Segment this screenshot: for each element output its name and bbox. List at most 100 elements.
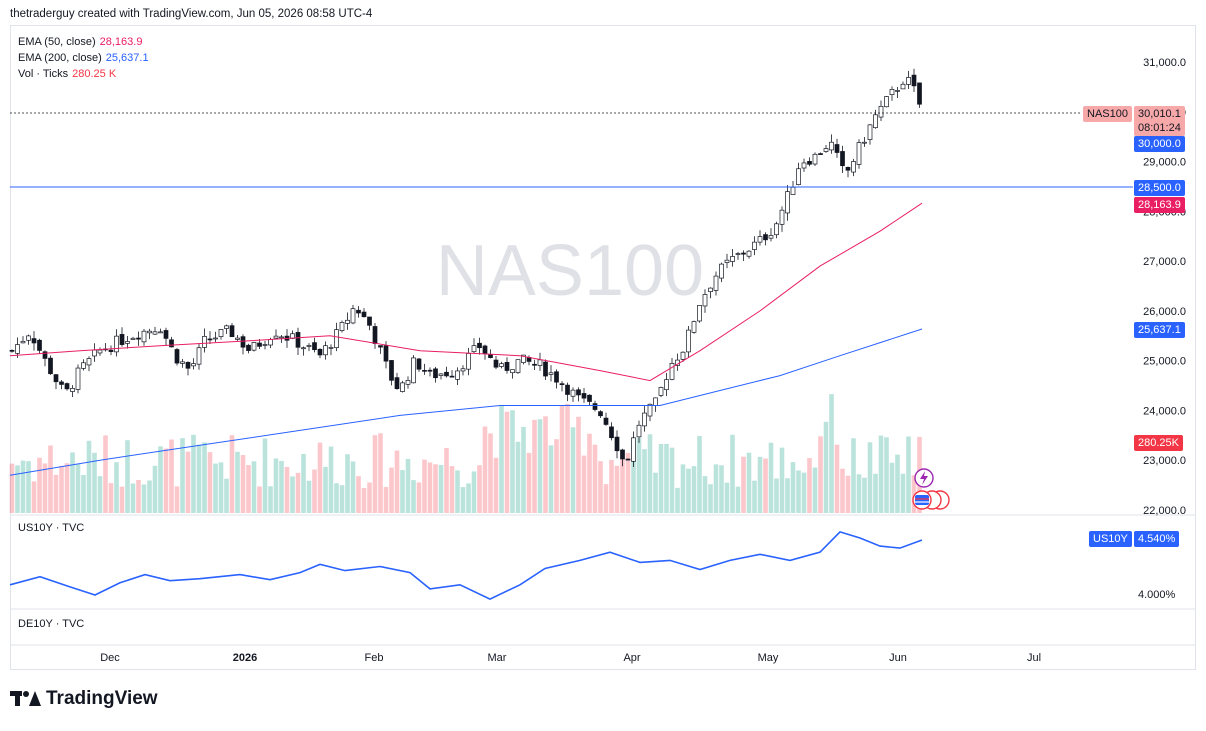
volume-bar [86,440,92,513]
candle-body [306,345,312,347]
volume-bar [97,476,103,513]
us10y-pane-label[interactable]: US10Y · TVC [18,522,85,534]
volume-bar [680,464,686,513]
volume-bar [125,440,130,513]
us10y-symbol-tag[interactable]: US10Y [1089,531,1132,547]
volume-bar [598,461,603,513]
volume-bar [169,439,174,513]
symbol-tag[interactable]: NAS100 [1083,106,1132,122]
candle-body [746,250,752,257]
candle-body [9,349,15,352]
candle-body [334,329,339,348]
price-tick-label: 23,000.0 [1143,455,1186,467]
candle-body [218,329,224,338]
candle-body [119,334,125,345]
volume-bar [114,462,119,513]
volume-bar [526,452,532,513]
volume-bar [636,438,642,513]
volume-bar [317,442,323,513]
time-tick-label: Apr [623,652,640,664]
volume-bar [130,483,136,513]
candle-body [889,89,895,96]
candle-body [389,360,394,381]
candle-body [493,359,499,368]
volume-bar [202,442,207,513]
candle-body [295,332,301,348]
legend-ema50-value: 28,163.9 [99,36,143,48]
volume-bar [488,433,493,513]
level-28500-tag[interactable]: 28,500.0 [1134,180,1185,196]
volume-bar [576,416,581,513]
legend-ema200-value: 25,637.1 [105,52,149,64]
candle-body [878,105,884,118]
candle-body [136,337,141,340]
candle-body [372,326,378,344]
legend-volume[interactable]: Vol · Ticks 280.25 K [18,68,117,80]
candle-body [554,371,559,383]
volume-bar [37,457,42,513]
candle-body [664,379,669,391]
candle-body [433,368,438,379]
volume-bar [763,458,768,513]
volume-bar [697,436,702,513]
volume-bar [185,451,191,513]
volume-bar [20,460,26,513]
volume-bar [543,416,548,513]
volume-bar [356,476,361,513]
candle-body [548,372,554,375]
volume-bar [504,411,510,513]
volume-bar [59,465,64,513]
volume-bar [790,462,796,513]
candle-body [383,345,389,362]
volume-bar [642,449,647,513]
candle-body [361,311,367,318]
legend-ema50[interactable]: EMA (50, close) 28,163.9 [18,36,143,48]
price-tick-label: 27,000.0 [1143,256,1186,268]
candle-body [730,256,735,262]
volume-bar [301,453,306,513]
volume-bar [840,468,845,513]
candle-body [636,424,642,438]
candle-body [625,458,631,461]
candle-body [845,167,851,171]
legend-ema200[interactable]: EMA (200, close) 25,637.1 [18,52,149,64]
volume-bar [323,466,328,513]
volume-bar [807,458,812,513]
candle-body [152,331,158,335]
candle-body [180,361,185,364]
candle-body [587,394,592,402]
volume-bar [26,461,31,513]
time-tick-label: Jun [889,652,907,664]
candle-body [163,330,169,339]
volume-bar [64,463,70,513]
time-tick-label: Jul [1027,652,1041,664]
candle-body [482,345,488,354]
price-tick-label: 22,000.0 [1143,505,1186,517]
candle-body [812,153,818,165]
volume-bar [466,483,471,513]
de10y-pane-label[interactable]: DE10Y · TVC [18,618,85,630]
candle-body [345,319,350,324]
volume-bar [537,419,543,513]
candle-body [686,329,691,353]
volume-bar [119,486,125,513]
volume-bar [686,468,691,513]
volume-bar [631,440,636,513]
volume-bar [449,466,455,513]
candle-body [207,338,213,341]
candle-body [224,325,229,329]
candle-body [499,363,504,367]
ema50-line [9,202,923,382]
volume-bar [290,476,295,513]
candle-body [202,336,207,348]
level-30000-tag[interactable]: 30,000.0 [1134,136,1185,152]
candle-body [669,363,675,380]
volume-bar [548,445,554,513]
candle-body [510,369,515,374]
candle-body [818,153,823,155]
event-icons[interactable] [912,468,950,510]
price-tick-label: 31,000.0 [1143,57,1186,69]
volume-bar [581,455,587,513]
tradingview-logo[interactable]: TradingView [10,688,158,710]
